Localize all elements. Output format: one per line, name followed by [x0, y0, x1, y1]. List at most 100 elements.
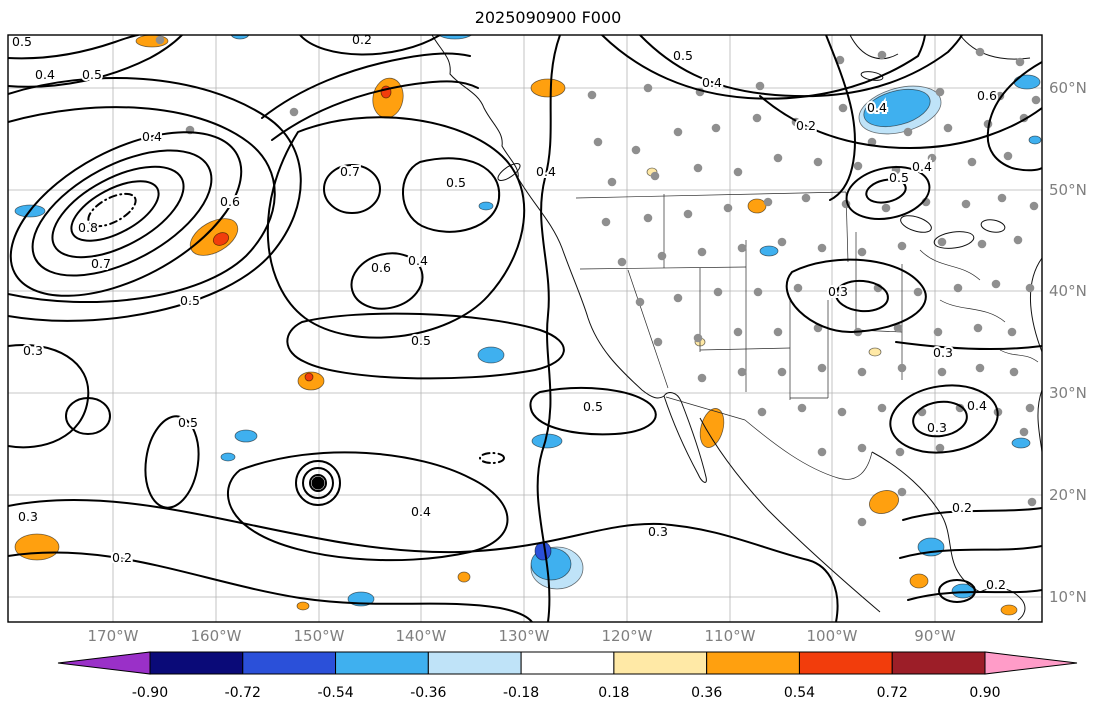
- station-dot: [733, 327, 743, 337]
- station-dot: [601, 217, 611, 227]
- station-dot: [777, 367, 787, 377]
- colorbar-segment: [149, 651, 244, 675]
- anomaly-patch-sky_blue: [863, 88, 931, 128]
- contour-label: 0.4: [702, 75, 722, 90]
- station-dot: [857, 517, 867, 527]
- x-tick-label: 170°W: [88, 627, 139, 645]
- colorbar-segment: [427, 651, 522, 675]
- contour-label: 0.5: [446, 175, 466, 190]
- x-tick-label: 130°W: [499, 627, 550, 645]
- station-dot: [793, 283, 803, 293]
- colorbar-tick-label: -0.72: [225, 685, 261, 701]
- station-dot: [1019, 427, 1029, 437]
- station-dot: [289, 107, 299, 117]
- station-dot: [877, 50, 887, 60]
- station-dot: [650, 171, 660, 181]
- contour-label: 0.5: [12, 34, 32, 49]
- station-dot: [1007, 327, 1017, 337]
- contour-label: 0.5: [673, 48, 693, 63]
- colorbar-segment: [798, 651, 893, 675]
- station-dot: [773, 153, 783, 163]
- contour-label: 0.2: [952, 500, 972, 515]
- station-dot: [1025, 283, 1035, 293]
- station-dot: [697, 247, 707, 257]
- contour-label: 0.7: [340, 164, 360, 179]
- y-tick-label: 50°N: [1049, 181, 1087, 199]
- contour-label: 0.2: [796, 118, 816, 133]
- colorbar-tick-label: 0.90: [969, 685, 1000, 701]
- colorbar-under-arrow: [57, 651, 151, 675]
- station-dot: [975, 363, 985, 373]
- station-dot: [935, 87, 945, 97]
- anomaly-patch-orange: [296, 601, 310, 611]
- anomaly-patch-orange: [297, 371, 325, 391]
- station-dot: [838, 103, 848, 113]
- station-dot: [991, 279, 1001, 289]
- station-dots: [155, 35, 1041, 527]
- colorbar-segment: [613, 651, 708, 675]
- contour-label: 0.5: [889, 170, 909, 185]
- anomaly-patch-sky_blue: [437, 35, 473, 40]
- x-tick-label: 160°W: [191, 627, 242, 645]
- anomaly-patch-sky_blue: [1028, 135, 1042, 145]
- station-dot: [752, 113, 762, 123]
- contour-label: 0.7: [91, 256, 111, 271]
- anomaly-patch-sky_blue: [1011, 437, 1031, 449]
- colorbar-tick-label: 0.54: [784, 685, 815, 701]
- colorbar: [57, 651, 1078, 675]
- station-dot: [817, 447, 827, 457]
- anomaly-patch-orange: [14, 533, 60, 561]
- station-dot: [881, 203, 891, 213]
- contour-label: 0.4: [35, 67, 55, 82]
- contour-label: 0.4: [536, 164, 556, 179]
- station-dot: [801, 193, 811, 203]
- station-dot: [733, 167, 743, 177]
- y-tick-label: 30°N: [1049, 384, 1087, 402]
- anomaly-patch-orange: [457, 571, 471, 583]
- station-dot: [903, 127, 913, 137]
- contour-label: 0.2: [986, 577, 1006, 592]
- station-dot: [737, 243, 747, 253]
- station-dot: [1029, 201, 1039, 211]
- colorbar-segment: [520, 651, 615, 675]
- contour-label: 0.3: [23, 343, 43, 358]
- colorbar-tick-label: -0.36: [410, 685, 446, 701]
- station-dot: [837, 407, 847, 417]
- station-dot: [755, 81, 765, 91]
- anomaly-patch-pale_yellow: [868, 347, 882, 357]
- coastlines-and-borders: [431, 35, 1042, 621]
- y-tick-label: 20°N: [1049, 486, 1087, 504]
- y-tick-label: 40°N: [1049, 282, 1087, 300]
- station-dot: [897, 241, 907, 251]
- station-dot: [653, 337, 663, 347]
- station-dot: [693, 163, 703, 173]
- anomaly-patch-orange: [699, 408, 725, 448]
- station-dot: [895, 447, 905, 457]
- colorbar-segment: [891, 651, 986, 675]
- anomaly-patch-red_orange: [212, 232, 230, 246]
- colorbar-segment: [706, 651, 800, 675]
- contour-label: 0.4: [411, 504, 431, 519]
- cyclone-marker: [311, 476, 325, 490]
- station-dot: [835, 55, 845, 65]
- x-tick-label: 100°W: [807, 627, 858, 645]
- colorbar-tick-labels: -0.90 -0.72 -0.54 -0.36 -0.18 0.18 0.36 0.54 0.7…: [132, 685, 1001, 701]
- contour-label: 0.3: [648, 524, 668, 539]
- anomaly-patch-orange: [869, 490, 899, 514]
- station-dot: [773, 327, 783, 337]
- station-dot: [643, 213, 653, 223]
- station-dot: [1009, 367, 1019, 377]
- station-dot: [1027, 497, 1037, 507]
- station-dot: [973, 323, 983, 333]
- contour-label: 0.8: [78, 220, 98, 235]
- station-dot: [857, 247, 867, 257]
- station-dot: [1025, 403, 1035, 413]
- anomaly-patch-orange: [909, 573, 929, 589]
- station-dot: [853, 161, 863, 171]
- colorbar-over-arrow: [984, 651, 1078, 675]
- station-dot: [937, 237, 947, 247]
- station-dot: [817, 243, 827, 253]
- station-dot: [587, 90, 597, 100]
- x-tick-label: 150°W: [294, 627, 345, 645]
- anomaly-patch-sky_blue: [230, 35, 250, 40]
